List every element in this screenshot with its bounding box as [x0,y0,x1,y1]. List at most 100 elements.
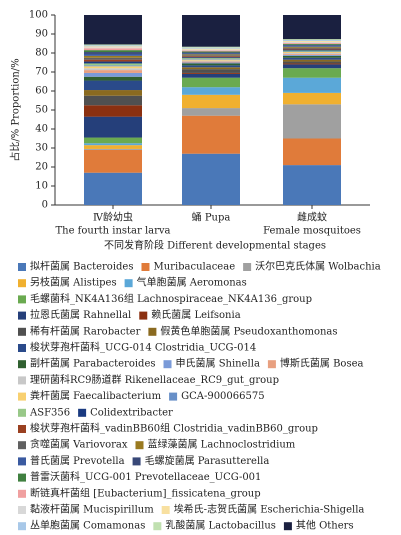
bar-segment [283,61,341,64]
legend-swatch [18,441,26,450]
legend-label: 普雷沃菌科_UCG-001 Prevotellaceae_UCG-001 [30,470,261,483]
legend-swatch [169,392,178,401]
bar-segment [84,52,142,54]
bar-segment [182,77,240,88]
bar-segment [182,67,240,70]
legend-label: 粪杆菌属 Faecalibacterium [30,389,162,402]
legend-label: 稀有杆菌属 Rarobacter [30,324,141,337]
legend-swatch [18,392,26,401]
bar-segment [84,149,142,173]
legend-swatch [124,279,133,288]
legend-label: 普氏菌属 Prevotella [30,454,125,467]
bar-segment [283,104,341,139]
bar-segment [283,165,341,205]
legend-label: 梭状芽孢杆菌科_vadinBB60组 Clostridia_vadinBB60_… [30,422,318,435]
legend-swatch [18,408,26,417]
bar-segment [283,68,341,78]
legend-label: 博斯氏菌属 Bosea [280,357,364,370]
y-tick-label: 70 [35,67,48,78]
bar-segment [84,61,142,64]
x-tick-label: 雌成蚊 [297,211,327,224]
bar-segment [283,49,341,51]
bar-segment [182,52,240,54]
bar-segment [182,53,240,55]
legend-label: 申氏菌属 Shinella [176,357,260,370]
legend-swatch [139,311,148,320]
y-tick-label: 80 [35,48,48,59]
legend-label: 赖氏菌属 Leifsonia [151,309,240,321]
y-tick-label: 0 [42,200,48,211]
bar-segment [283,52,341,53]
legend-swatch [18,295,26,304]
legend-swatch [18,522,26,531]
bar-segment [84,47,142,49]
bar-segment [182,73,240,78]
bar-segment [182,61,240,63]
legend-label: 断链真杆菌组 [Eubacterium]_fissicatena_group [30,486,261,499]
bar-segment [283,42,341,44]
bar-segment [283,59,341,62]
bar-segment [182,115,240,154]
bar-segment [182,51,240,53]
bar-segment [84,63,142,66]
bar-segment [283,63,341,65]
legend-swatch [78,408,87,417]
bar-segment [283,48,341,50]
legend-swatch [18,457,26,466]
bar-segment [283,54,341,56]
bar-segment [84,70,142,73]
bar-segment [182,15,240,47]
bar-segment [283,77,341,93]
legend-swatch [18,344,26,352]
legend-label: Colidextribacter [90,407,173,418]
legend-swatch [283,522,292,531]
y-axis-title: 占比/% Proportion/% [9,58,22,161]
bar-segment [84,48,142,51]
legend-label: 副杆菌属 Parabacteroides [30,358,156,370]
x-tick-label: 蛹 Pupa [192,212,231,224]
legend-swatch [153,522,162,531]
bar-segment [283,46,341,48]
x-axis-title: 不同发育阶段 Different developmental stages [104,239,326,252]
bar-segment [182,65,240,68]
bar-segment [182,108,240,116]
bar-segment [182,46,240,48]
legend-swatch [18,263,26,271]
bar-segment [182,94,240,109]
legend-label: 丛单胞菌属 Comamonas [30,520,145,532]
bar-segment [283,39,341,41]
bar-segment [283,41,341,42]
bar-segment [84,50,142,53]
bar-segment [182,59,240,60]
legend-label: 理研菌科RC9肠道群 Rikenellaceae_RC9_gut_group [30,373,279,386]
y-tick-label: 60 [35,86,48,97]
legend-label: 毛螺菌科_NK4A136组 Lachnospiraceae_NK4A136_gr… [30,292,312,305]
y-tick-label: 100 [29,10,48,21]
legend-swatch [18,506,26,514]
bar-segment [84,65,142,67]
bar-segment [182,69,240,73]
bar-segment [84,68,142,71]
y-tick-label: 50 [35,105,48,116]
legend-swatch [18,376,26,385]
bar-segment [84,55,142,58]
legend-label: 拉恩氏菌属 Rahnellal [30,308,131,321]
legend-label: 其他 Others [296,519,354,532]
bar-segment [283,53,341,54]
bar-segment [84,172,142,205]
bar-segment [283,57,341,60]
bar-segment [182,87,240,95]
legend-label: 气单胞菌属 Aeromonas [137,276,247,289]
bar-segment [84,105,142,117]
legend-swatch [18,327,26,336]
y-tick-label: 10 [35,181,48,192]
bar-segment [84,57,142,60]
legend-swatch [132,457,141,466]
bar-segment [283,64,341,69]
bar-segment [283,45,341,47]
legend-label: 乳酸菌属 Lactobacillus [165,519,276,532]
bar-segment [84,76,142,81]
bar-segment [283,51,341,53]
legend-label: GCA-900066575 [181,391,265,402]
legend-label: 蓝绿藻菌属 Lachnoclostridium [148,438,296,451]
